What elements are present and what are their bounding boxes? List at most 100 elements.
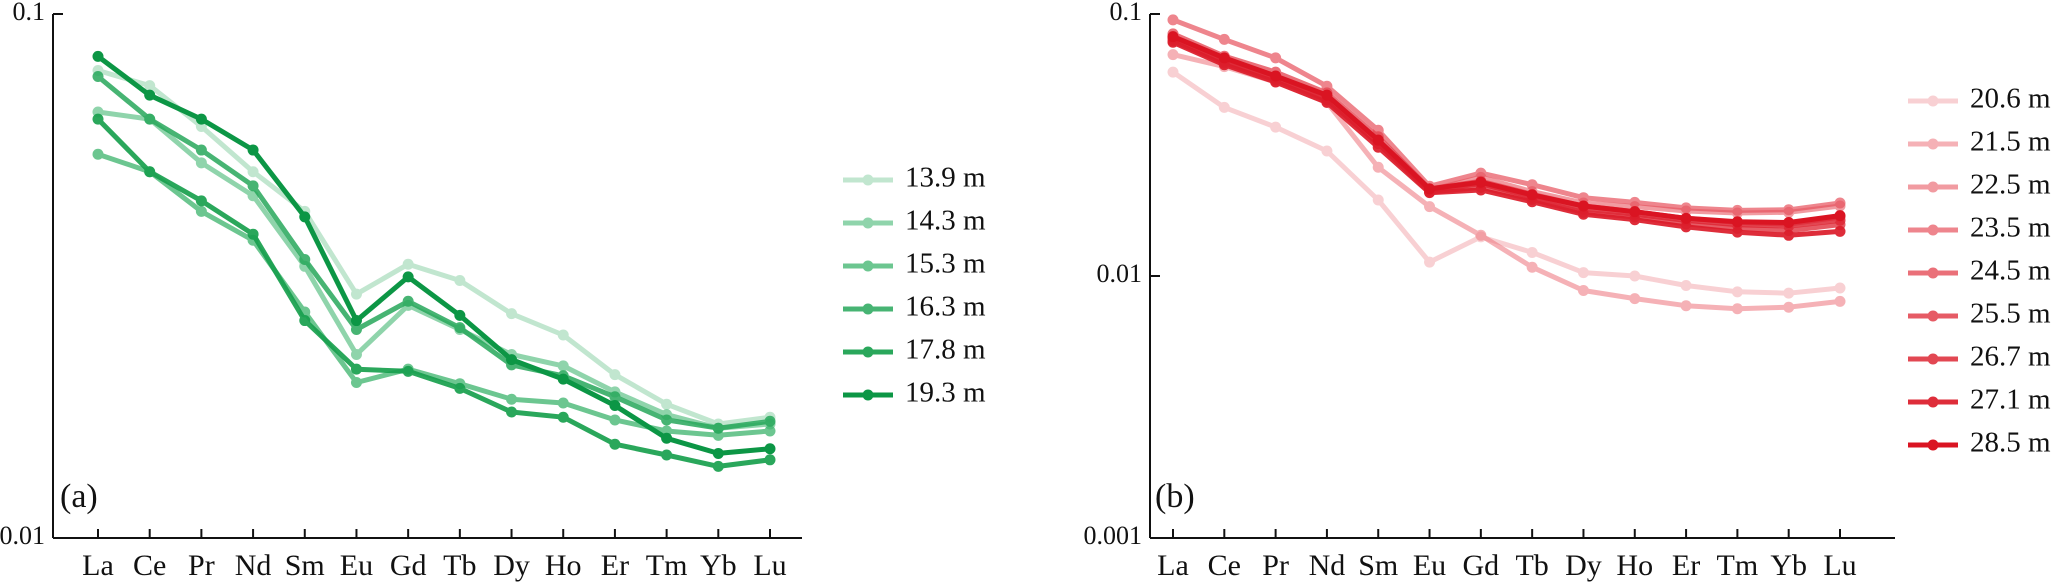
panel-a-legend-marker: [862, 260, 874, 272]
panel-a-legend-entry: [843, 303, 893, 315]
panel-b-legend-entry: [1908, 95, 1958, 107]
panel-b-series-point: [1167, 31, 1179, 43]
panel-a-legend-entry: [843, 346, 893, 358]
panel-a-series-point: [609, 391, 621, 403]
panel-a-series-point: [506, 354, 518, 366]
panel-a-series-point: [609, 400, 621, 412]
panel-a-series-point: [609, 414, 621, 426]
panel-b-legend-entry: [1908, 310, 1958, 322]
panel-a-series-point: [247, 228, 259, 240]
panel-a-legend-label: 13.9 m: [905, 162, 986, 194]
panel-a-legend-label: 19.3 m: [905, 377, 986, 409]
panel-b-legend-marker: [1927, 353, 1939, 365]
panel-b-series-point: [1629, 214, 1641, 226]
panel-b-series-point: [1526, 261, 1538, 273]
panel-b-legend-marker: [1927, 439, 1939, 451]
panel-b-series-point: [1783, 217, 1795, 229]
panel-a-series-line: [95, 74, 773, 431]
panel-b-series-point: [1731, 226, 1743, 238]
panel-a-series-point: [557, 397, 569, 409]
panel-b-series-point: [1167, 14, 1179, 26]
panel-a-series-point: [506, 308, 518, 320]
panel-a-series-line: [95, 68, 773, 427]
panel-b-legend-marker: [1927, 396, 1939, 408]
panel-b-series-point: [1629, 293, 1641, 305]
panel-b-series-point: [1577, 208, 1589, 220]
panel-b-series-line: [1170, 17, 1843, 213]
panel-b-legend-marker: [1927, 181, 1939, 193]
panel-a-series-point: [506, 393, 518, 405]
panel-b-x-tick-label: Dy: [1565, 549, 1602, 582]
panel-a-x-tick-label: Pr: [188, 549, 215, 582]
panel-a-legend-marker: [862, 174, 874, 186]
panel-a-series-point: [764, 415, 776, 427]
panel-b-legend-label: 21.5 m: [1970, 126, 2051, 158]
panel-a-series-point: [764, 443, 776, 455]
panel-a-series-point: [454, 309, 466, 321]
panel-b-series-line: [1170, 34, 1843, 225]
panel-a-series-point: [247, 166, 259, 178]
panel-a-series-point: [247, 144, 259, 156]
panel-b-series-point: [1834, 210, 1846, 222]
panel-a-x-tick-label: Sm: [285, 549, 325, 582]
panel-b-series-point: [1475, 167, 1487, 179]
panel-a-series-point: [764, 454, 776, 466]
panel-b-series-8: [1167, 31, 1846, 229]
panel-a-legend-marker: [862, 217, 874, 229]
panel-b-y-tick-label: 0.1: [1110, 0, 1143, 26]
panel-b-series-point: [1321, 145, 1333, 157]
panel-b-series-point: [1270, 70, 1282, 82]
panel-a-series-point: [144, 80, 156, 92]
panel-a-series-point: [195, 113, 207, 125]
panel-a-legend-label: 14.3 m: [905, 205, 986, 237]
panel-a-series-point: [402, 295, 414, 307]
panel-b-series-point: [1372, 161, 1384, 173]
panel-b-series-point: [1475, 176, 1487, 188]
panel-b-series-point: [1218, 101, 1230, 113]
panel-a-y-tick-label: 0.01: [0, 521, 45, 550]
panel-b-legend-marker: [1927, 224, 1939, 236]
panel-b-legend-label: 25.5 m: [1970, 298, 2051, 330]
panel-a-series-point: [609, 369, 621, 381]
panel-b-series-point: [1680, 279, 1692, 291]
panel-a-series-line: [95, 116, 773, 469]
panel-b-series-point: [1577, 192, 1589, 204]
panel-b-legend-marker: [1927, 267, 1939, 279]
panel-a-series-point: [92, 113, 104, 125]
panel-a-series-point: [144, 166, 156, 178]
panel-b-series-point: [1577, 285, 1589, 297]
panel-b-series-point: [1218, 52, 1230, 64]
panel-b-series-point: [1424, 183, 1436, 195]
panel-b-series-point: [1680, 300, 1692, 312]
panel-a-series-line: [95, 53, 773, 456]
panel-a-series-point: [92, 70, 104, 82]
panel-a-series-point: [350, 288, 362, 300]
panel-a-series-point: [195, 205, 207, 217]
panel-b-x-tick-label: Er: [1672, 549, 1700, 582]
panel-a-series-point: [299, 315, 311, 327]
panel-b-series-point: [1731, 204, 1743, 216]
panel-b-legend-label: 28.5 m: [1970, 427, 2051, 459]
panel-b-series-point: [1424, 201, 1436, 213]
panel-a-series-point: [506, 406, 518, 418]
panel-b-x-tick-label: Pr: [1262, 549, 1289, 582]
panel-a-series-point: [661, 414, 673, 426]
panel-b-x-tick-label: Ce: [1208, 549, 1241, 582]
panel-a-series-point: [454, 275, 466, 287]
panel-b-series-point: [1680, 221, 1692, 233]
panel-a-panel-label: (a): [60, 478, 98, 515]
panel-b-legend-entry: [1908, 138, 1958, 150]
panel-b-series-point: [1526, 179, 1538, 191]
panel-b-series-point: [1731, 303, 1743, 315]
panel-b-series-point: [1475, 184, 1487, 196]
panel-a-series-point: [661, 432, 673, 444]
panel-b-x-tick-label: Sm: [1358, 549, 1398, 582]
panel-b-legend-label: 20.6 m: [1970, 83, 2051, 115]
panel-b-series-line: [1170, 69, 1843, 296]
panel-b-legend-marker: [1927, 138, 1939, 150]
panel-b-series-3: [1167, 14, 1846, 216]
panel-b-legend-label: 23.5 m: [1970, 212, 2051, 244]
panel-a-series-point: [195, 195, 207, 207]
panel-a-legend-entry: [843, 260, 893, 272]
panel-a-y-tick-label: 0.1: [13, 0, 46, 26]
